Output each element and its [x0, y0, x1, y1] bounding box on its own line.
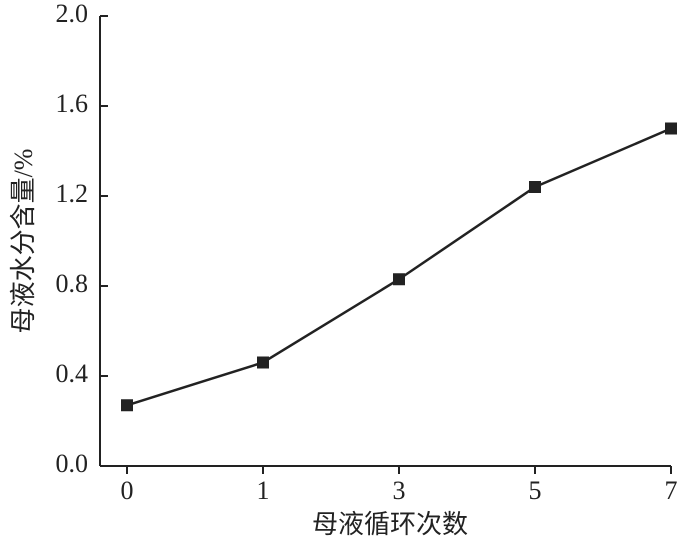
y-tick-label: 0.8: [56, 269, 89, 298]
y-tick-label: 2.0: [56, 0, 89, 28]
y-tick-label: 1.2: [56, 179, 89, 208]
x-tick-label: 3: [393, 476, 406, 505]
y-tick-label: 0.0: [56, 449, 89, 478]
data-point: [121, 399, 133, 412]
data-point: [665, 122, 677, 135]
data-point: [257, 356, 269, 369]
x-tick-label: 5: [529, 476, 542, 505]
y-tick-label: 1.6: [56, 89, 89, 118]
y-axis-label: 母液水分含量/%: [9, 149, 38, 334]
x-tick-label: 0: [121, 476, 134, 505]
data-line: [126, 127, 672, 407]
x-tick-label: 1: [257, 476, 270, 505]
x-axis-label: 母液循环次数: [312, 510, 468, 539]
y-tick-label: 0.4: [56, 359, 89, 388]
data-point: [529, 181, 541, 193]
x-tick-label: 7: [665, 476, 678, 505]
data-point: [393, 273, 405, 286]
